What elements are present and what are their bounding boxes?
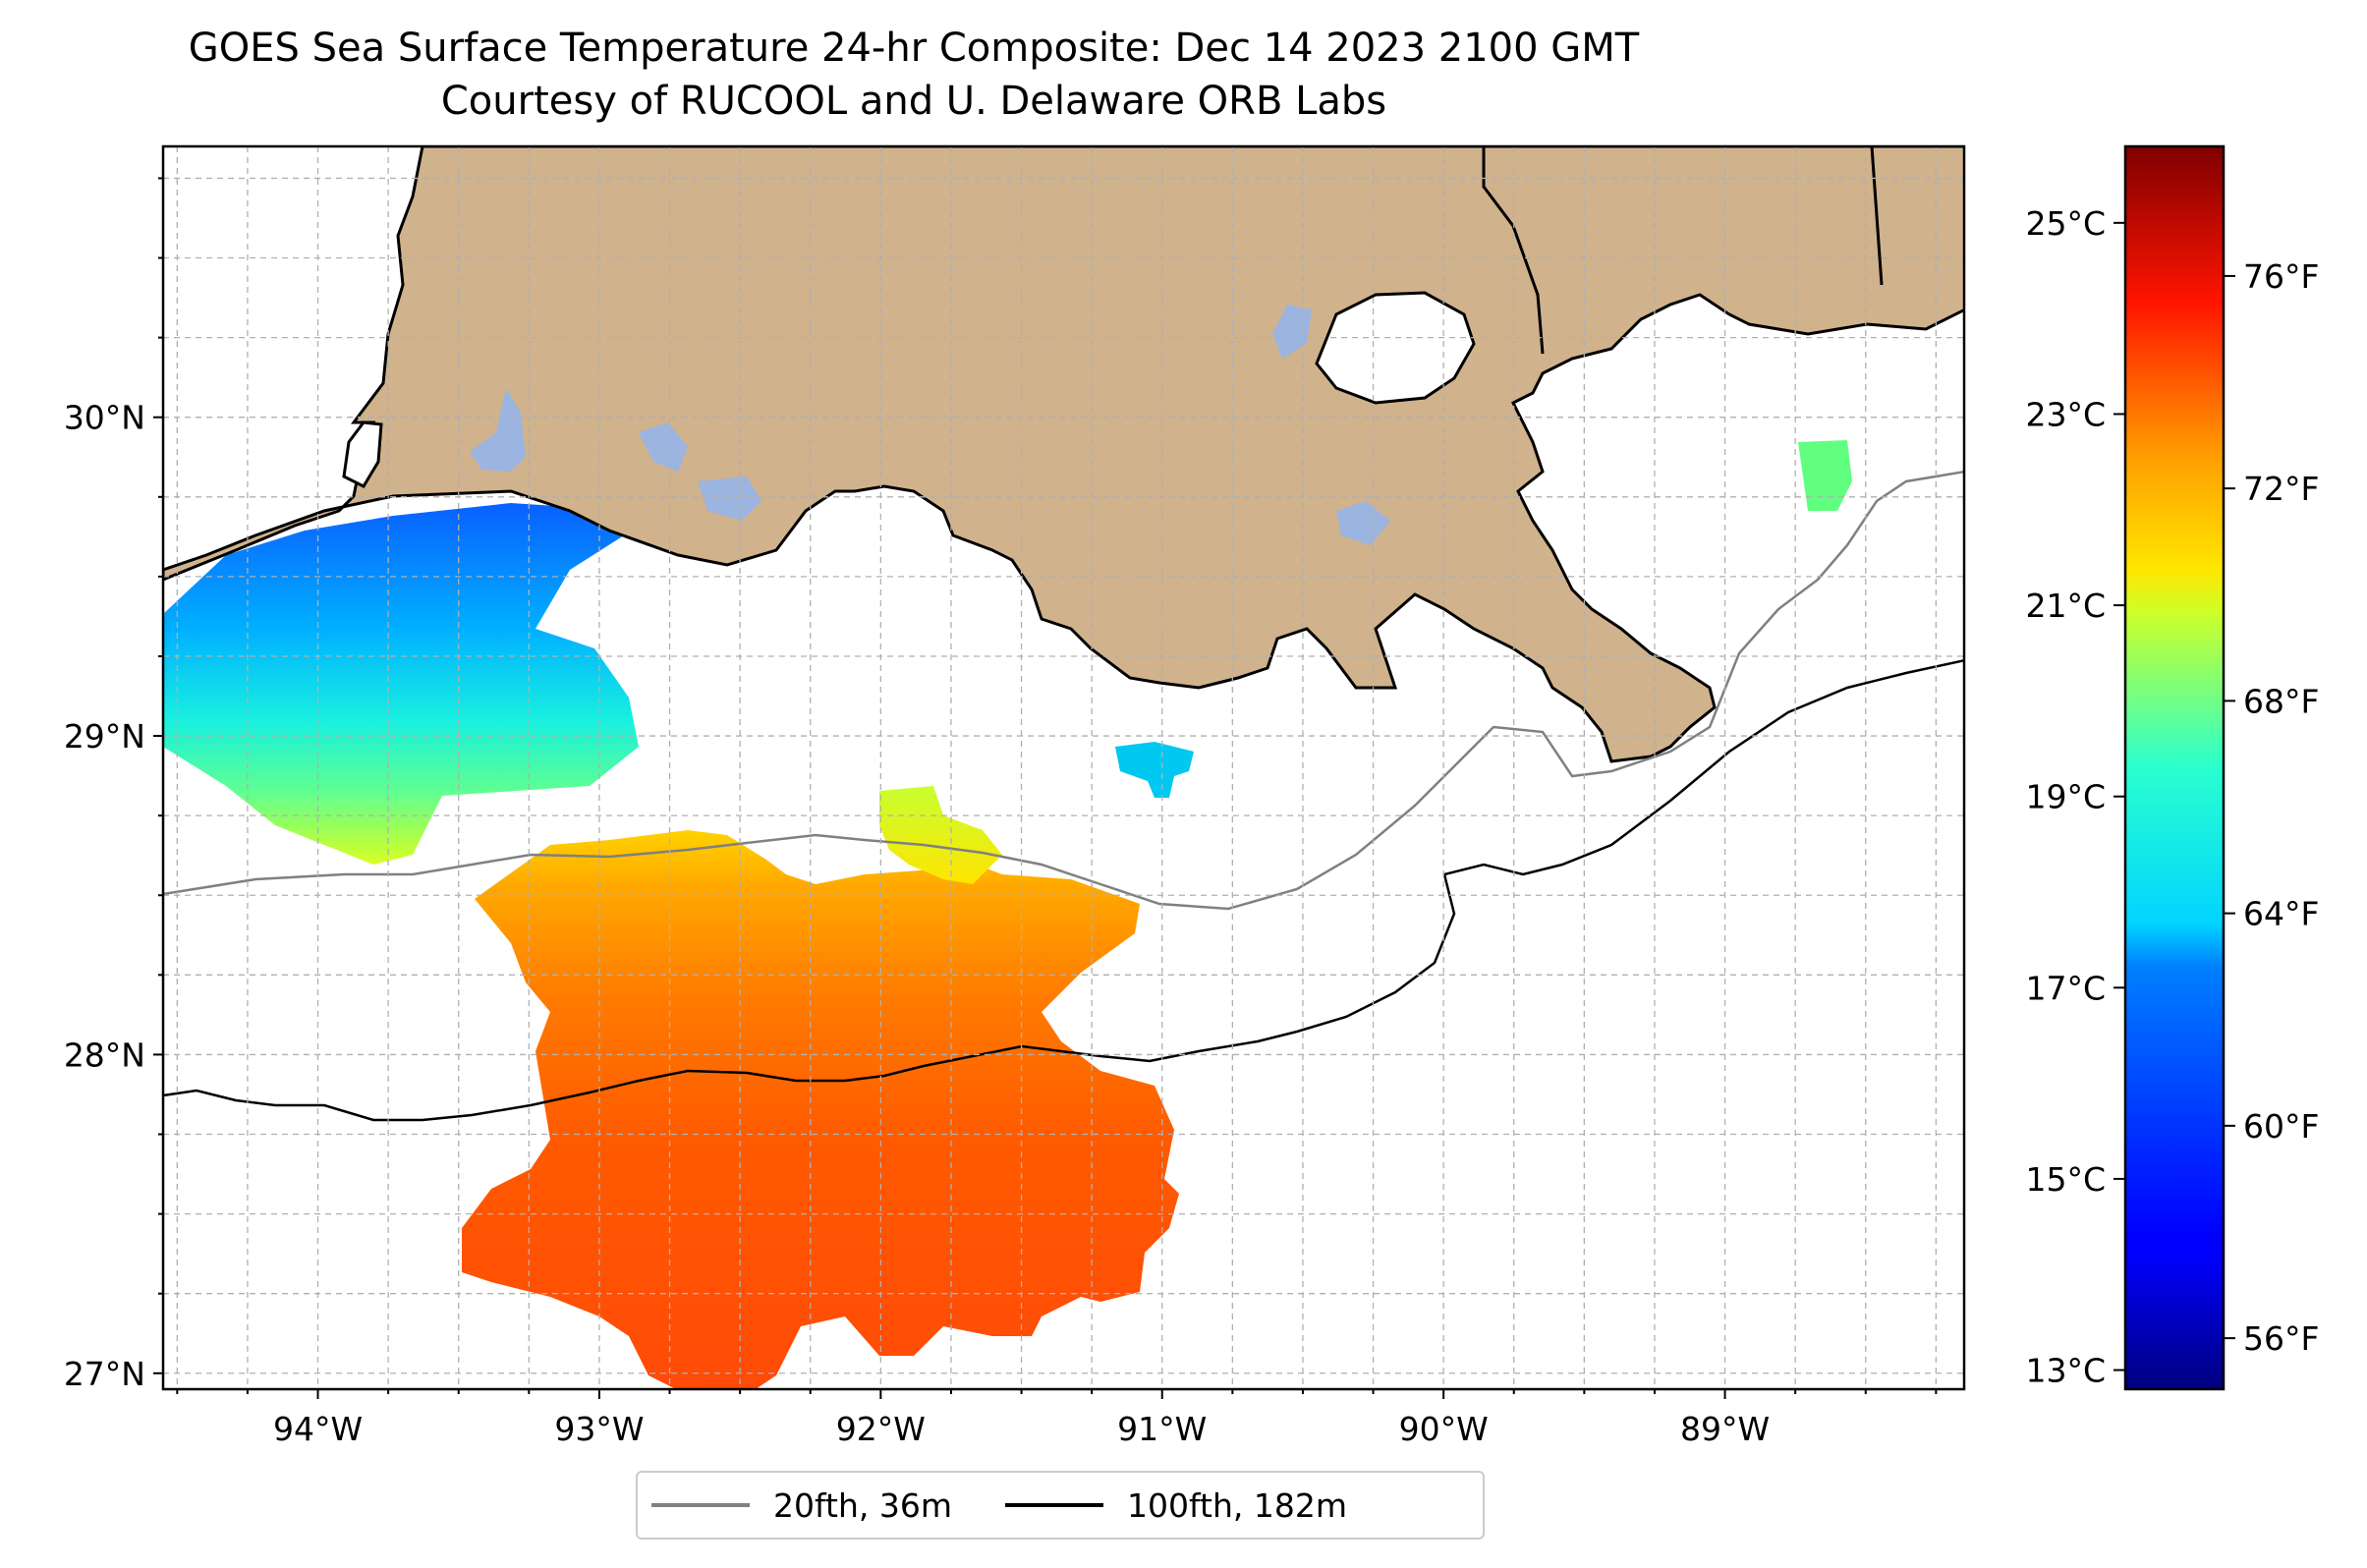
fahrenheit-tick-label: 72°F — [2243, 470, 2319, 508]
sst-patch-offshore — [462, 830, 1179, 1389]
legend: 20fth, 36m 100fth, 182m — [636, 1471, 1485, 1540]
celsius-tick-label: 19°C — [2025, 778, 2106, 816]
lake-blue-3 — [698, 476, 761, 521]
celsius-tick-label: 23°C — [2025, 395, 2106, 433]
lat-tick-label: 28°N — [64, 1036, 145, 1074]
lon-tick-label: 92°W — [836, 1410, 926, 1448]
celsius-tick-label: 15°C — [2025, 1160, 2106, 1199]
lon-tick-label: 91°W — [1117, 1410, 1207, 1448]
lon-tick-label: 89°W — [1680, 1410, 1770, 1448]
lat-tick-label: 30°N — [64, 399, 145, 437]
fahrenheit-tick-label: 60°F — [2243, 1107, 2319, 1146]
map-frame — [161, 144, 1966, 1391]
celsius-tick-label: 21°C — [2025, 587, 2106, 625]
lat-tick-label: 29°N — [64, 717, 145, 756]
celsius-tick-label: 17°C — [2025, 969, 2106, 1007]
sst-patch-east — [1798, 440, 1852, 511]
sst-patch-tongue — [879, 786, 1002, 884]
celsius-tick-label: 25°C — [2025, 204, 2106, 243]
lon-tick-label: 90°W — [1399, 1410, 1489, 1448]
lat-tick-label: 27°N — [64, 1355, 145, 1393]
fahrenheit-tick-label: 68°F — [2243, 682, 2319, 720]
lake-blue-1 — [470, 388, 526, 472]
chart-title: GOES Sea Surface Temperature 24-hr Compo… — [0, 22, 1828, 128]
colorbar-celsius-axis: 13°C 15°C 17°C 19°C 21°C 23°C 25°C — [2025, 204, 2125, 1390]
fahrenheit-tick-label: 76°F — [2243, 257, 2319, 296]
legend-line-100fth — [1005, 1503, 1103, 1507]
isobath-100fth — [163, 658, 1964, 1122]
lake-pontchartrain — [1315, 291, 1476, 405]
colorbar — [2123, 144, 2226, 1391]
celsius-tick-label: 13°C — [2025, 1352, 2106, 1390]
legend-label-20fth: 20fth, 36m — [773, 1485, 952, 1525]
map-grid — [163, 146, 1964, 1389]
map-ticks: 94°W 93°W 92°W 91°W 90°W 89°W 27°N 28°N 29°N 30°N — [64, 177, 1938, 1448]
lake-blue-5 — [1336, 501, 1390, 545]
legend-label-100fth: 100fth, 182m — [1127, 1485, 1347, 1525]
lon-tick-label: 94°W — [273, 1410, 363, 1448]
legend-line-20fth — [651, 1503, 750, 1507]
colorbar-fahrenheit-axis: 56°F 60°F 64°F 68°F 72°F 76°F — [2224, 257, 2319, 1358]
title-line-2: Courtesy of RUCOOL and U. Delaware ORB L… — [440, 79, 1387, 124]
legend-item-20fth: 20fth, 36m — [638, 1486, 952, 1525]
fahrenheit-tick-label: 64°F — [2243, 895, 2319, 933]
fahrenheit-tick-label: 56°F — [2243, 1319, 2319, 1358]
state-boundary — [1482, 146, 1884, 355]
map-area — [163, 146, 1964, 1389]
lake-blue-2 — [639, 422, 688, 472]
isobath-20fth — [163, 470, 1964, 911]
lon-tick-label: 93°W — [554, 1410, 644, 1448]
lake-blue-4 — [1272, 305, 1312, 359]
legend-item-100fth: 100fth, 182m — [991, 1486, 1347, 1525]
title-line-1: GOES Sea Surface Temperature 24-hr Compo… — [188, 26, 1640, 71]
lake-calcasieu — [342, 420, 383, 488]
sst-patch-cyan — [1115, 742, 1194, 798]
sst-patch-west — [163, 503, 639, 865]
